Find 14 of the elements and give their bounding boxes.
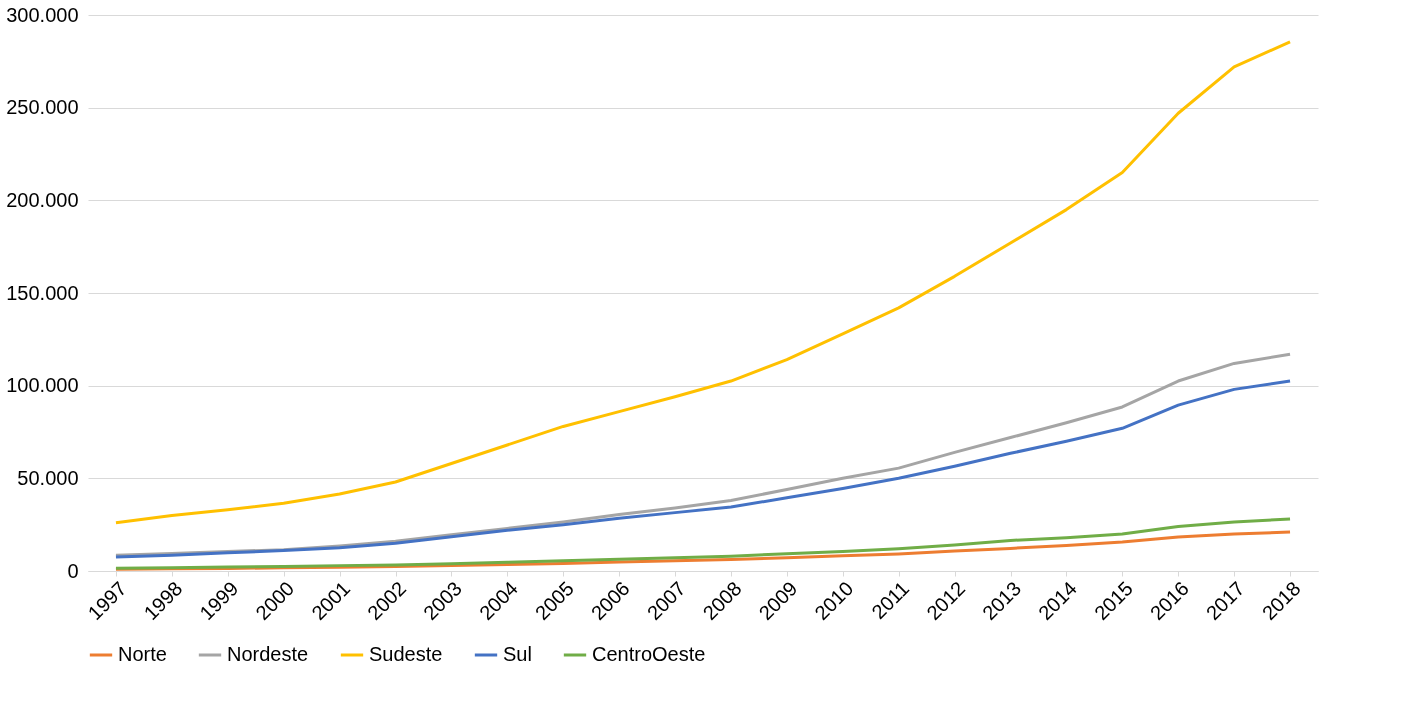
legend-label: Norte xyxy=(118,643,167,665)
y-tick-label: 250.000 xyxy=(6,96,79,119)
y-tick-label: 50.000 xyxy=(17,466,79,489)
y-tick-label: 150.000 xyxy=(6,281,79,304)
y-tick-label: 100.000 xyxy=(6,374,79,397)
legend-label: Nordeste xyxy=(227,643,309,665)
legend-label: CentroOeste xyxy=(592,643,706,665)
line-series xyxy=(114,40,1292,525)
y-tick-label: 300.000 xyxy=(6,3,79,26)
legend-label: Sudeste xyxy=(369,643,443,665)
legend-label: Sul xyxy=(503,643,532,665)
y-tick-label: 0 xyxy=(67,559,79,582)
y-tick-label: 200.000 xyxy=(6,188,79,211)
line-series xyxy=(114,517,1292,570)
